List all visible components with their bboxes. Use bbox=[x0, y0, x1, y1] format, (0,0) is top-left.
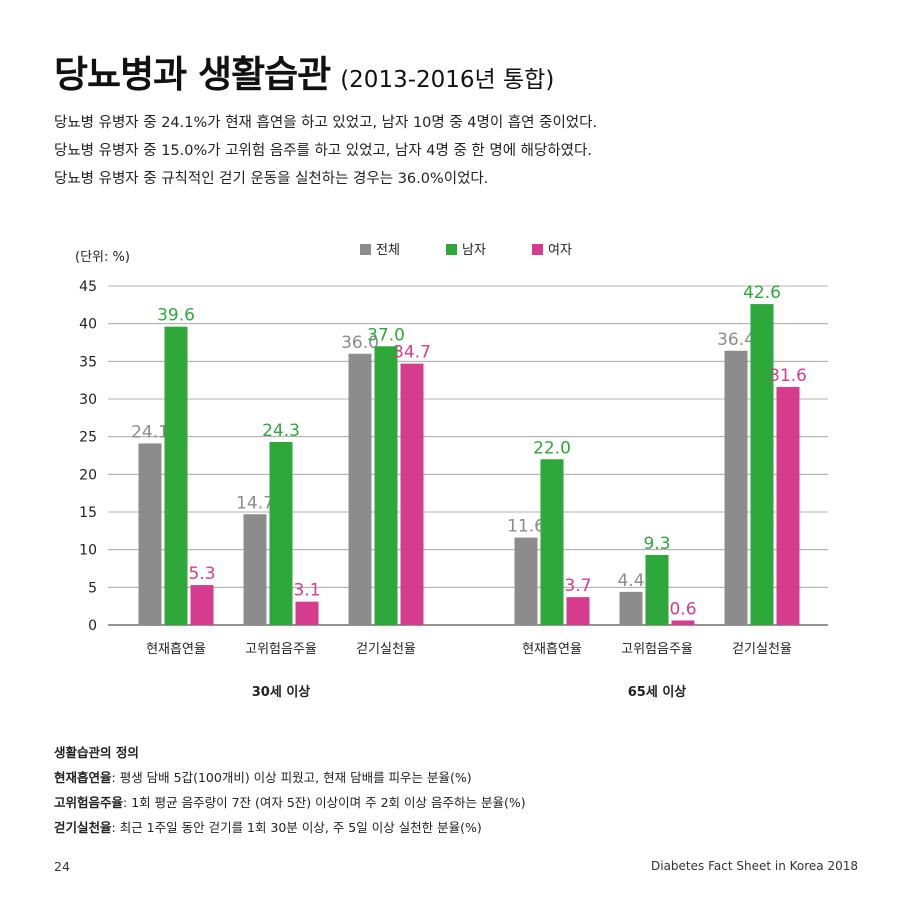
legend-label: 전체 bbox=[376, 243, 400, 258]
data-label: 36.0 bbox=[341, 333, 379, 353]
definition-term: 현재흡연율 bbox=[54, 770, 112, 785]
data-label: 3.1 bbox=[293, 581, 320, 601]
category-label: 현재흡연율 bbox=[146, 642, 206, 657]
bar bbox=[164, 326, 188, 625]
bar bbox=[514, 537, 538, 625]
data-label: 39.6 bbox=[157, 306, 195, 326]
definition-text: : 평생 담배 5갑(100개비) 이상 피웠고, 현재 담배를 피우는 분율(… bbox=[111, 770, 472, 785]
bar bbox=[243, 514, 267, 625]
y-tick-label: 15 bbox=[79, 505, 97, 521]
bar bbox=[566, 597, 590, 625]
definition-term: 걷기실천율 bbox=[54, 820, 112, 835]
bar bbox=[750, 304, 774, 625]
data-label: 34.7 bbox=[393, 343, 431, 363]
y-tick-label: 0 bbox=[88, 618, 97, 634]
data-label: 11.6 bbox=[507, 517, 545, 537]
definitions-block: 생활습관의 정의 현재흡연율: 평생 담배 5갑(100개비) 이상 피웠고, … bbox=[54, 740, 526, 840]
y-tick-label: 25 bbox=[79, 430, 97, 446]
data-label: 42.6 bbox=[743, 283, 781, 303]
category-label: 고위험음주율 bbox=[621, 642, 693, 657]
data-label: 24.1 bbox=[131, 422, 169, 442]
bar bbox=[269, 441, 293, 625]
data-label: 36.4 bbox=[717, 330, 755, 350]
bar bbox=[295, 601, 319, 625]
data-label: 5.3 bbox=[188, 564, 215, 584]
group-label: 30세 이상 bbox=[252, 684, 311, 700]
definition-term: 고위험음주율 bbox=[54, 795, 124, 810]
category-label: 현재흡연율 bbox=[522, 642, 582, 657]
data-label: 4.4 bbox=[617, 571, 644, 591]
legend-swatch bbox=[446, 244, 457, 255]
definition-text: : 1회 평균 음주량이 7잔 (여자 5잔) 이상이며 주 2회 이상 음주하… bbox=[123, 795, 526, 810]
y-tick-label: 30 bbox=[79, 392, 97, 408]
intro-line-drinking: 당뇨병 유병자 중 15.0%가 고위험 음주를 하고 있었고, 남자 4명 중… bbox=[54, 143, 592, 159]
group-label: 65세 이상 bbox=[628, 684, 687, 700]
legend-label: 여자 bbox=[548, 243, 572, 258]
bar bbox=[671, 620, 695, 625]
lifestyle-bar-chart: (단위: %) 0 5 10 15 20 25 30 35 40 45 전체 남자 여자 24.1 39.6 5… bbox=[75, 243, 828, 700]
y-tick-label: 10 bbox=[79, 543, 97, 559]
category-label: 걷기실천율 bbox=[732, 642, 792, 657]
title-main: 당뇨병과 생활습관 bbox=[54, 53, 331, 96]
data-label: 22.0 bbox=[533, 438, 571, 458]
intro-line-walking: 당뇨병 유병자 중 규칙적인 걷기 운동을 실천하는 경우는 36.0%이었다. bbox=[54, 171, 489, 187]
y-tick-label: 35 bbox=[79, 354, 97, 370]
definition-walking: 걷기실천율: 최근 1주일 동안 걷기를 1회 30분 이상, 주 5일 이상 … bbox=[54, 815, 526, 840]
y-tick-label: 45 bbox=[79, 279, 97, 295]
y-tick-label: 40 bbox=[79, 317, 97, 333]
bar bbox=[190, 585, 214, 625]
unit-label: (단위: %) bbox=[75, 250, 130, 265]
definitions-heading: 생활습관의 정의 bbox=[54, 745, 139, 760]
legend-swatch bbox=[360, 244, 371, 255]
bar bbox=[540, 459, 564, 625]
data-label: 14.7 bbox=[236, 493, 274, 513]
publication-title: Diabetes Fact Sheet in Korea 2018 bbox=[651, 859, 858, 873]
bar bbox=[138, 443, 162, 625]
y-tick-label: 5 bbox=[88, 580, 97, 596]
bar bbox=[619, 591, 643, 625]
data-label: 3.7 bbox=[564, 576, 591, 596]
category-label: 걷기실천율 bbox=[356, 642, 416, 657]
page-title: 당뇨병과 생활습관 (2013-2016년 통합) bbox=[54, 44, 554, 98]
definition-text: : 최근 1주일 동안 걷기를 1회 30분 이상, 주 5일 이상 실천한 분… bbox=[111, 820, 482, 835]
definition-drinking: 고위험음주율: 1회 평균 음주량이 7잔 (여자 5잔) 이상이며 주 2회 … bbox=[54, 790, 526, 815]
bar bbox=[776, 386, 800, 625]
intro-text: 당뇨병 유병자 중 24.1%가 현재 흡연을 하고 있었고, 남자 10명 중… bbox=[54, 109, 597, 193]
legend-label: 남자 bbox=[462, 243, 486, 258]
bar bbox=[724, 350, 748, 625]
intro-line-smoking: 당뇨병 유병자 중 24.1%가 현재 흡연을 하고 있었고, 남자 10명 중… bbox=[54, 115, 598, 131]
data-label: 31.6 bbox=[769, 366, 807, 386]
bar bbox=[374, 346, 398, 625]
y-tick-label: 20 bbox=[79, 467, 97, 483]
legend-swatch bbox=[532, 244, 543, 255]
bar bbox=[348, 353, 372, 625]
data-label: 9.3 bbox=[643, 534, 670, 554]
category-label: 고위험음주율 bbox=[245, 642, 317, 657]
bar bbox=[400, 363, 424, 625]
data-label: 37.0 bbox=[367, 325, 405, 345]
data-label: 24.3 bbox=[262, 421, 300, 441]
data-label: 0.6 bbox=[669, 599, 696, 619]
bar bbox=[645, 554, 669, 625]
definition-smoking: 현재흡연율: 평생 담배 5갑(100개비) 이상 피웠고, 현재 담배를 피우… bbox=[54, 765, 526, 790]
title-period: (2013-2016년 통합) bbox=[340, 67, 555, 93]
page-number: 24 bbox=[54, 859, 70, 874]
